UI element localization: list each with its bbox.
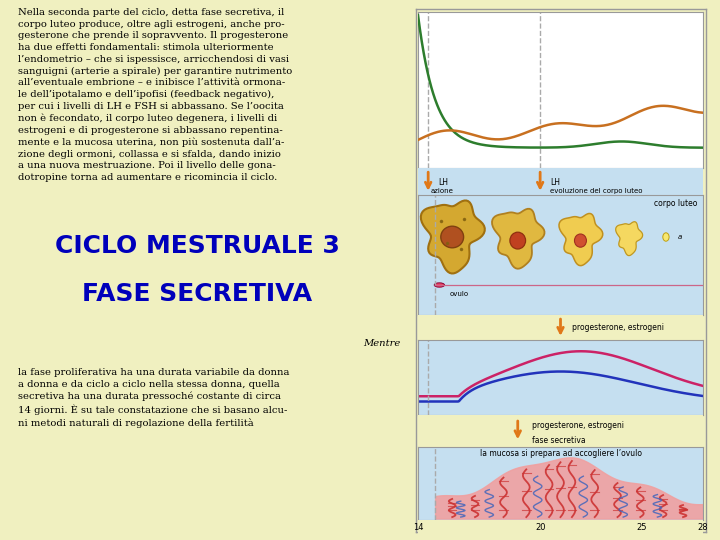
Text: azione: azione — [431, 187, 453, 194]
Text: progesterone, estrogeni: progesterone, estrogeni — [572, 323, 664, 332]
Ellipse shape — [441, 226, 464, 248]
Circle shape — [434, 283, 444, 287]
Polygon shape — [559, 213, 603, 266]
Text: a: a — [678, 234, 682, 240]
Text: LH: LH — [438, 178, 449, 187]
Text: Nella seconda parte del ciclo, detta fase secretiva, il
corpo luteo produce, olt: Nella seconda parte del ciclo, detta fas… — [18, 8, 292, 182]
Text: 20: 20 — [535, 523, 545, 532]
Text: evoluzione del corpo luteo: evoluzione del corpo luteo — [550, 187, 643, 194]
Ellipse shape — [510, 232, 526, 249]
Text: ovulo: ovulo — [449, 291, 469, 297]
Text: progesterone, estrogeni: progesterone, estrogeni — [532, 421, 624, 430]
Text: CICLO MESTRUALE 3: CICLO MESTRUALE 3 — [55, 234, 339, 258]
Text: Mentre: Mentre — [363, 339, 400, 348]
Polygon shape — [616, 222, 643, 255]
Text: 14: 14 — [413, 523, 423, 532]
Ellipse shape — [575, 234, 586, 247]
Text: fase secretiva: fase secretiva — [532, 436, 585, 445]
Text: corpo luteo: corpo luteo — [654, 199, 697, 207]
Polygon shape — [420, 200, 485, 273]
Text: FASE SECRETIVA: FASE SECRETIVA — [82, 282, 312, 306]
Polygon shape — [492, 209, 544, 269]
Text: 25: 25 — [636, 523, 647, 532]
Ellipse shape — [663, 233, 669, 241]
Text: LH: LH — [550, 178, 560, 187]
Text: la mucosa si prepara ad accogliere l’ovulo: la mucosa si prepara ad accogliere l’ovu… — [480, 449, 642, 458]
Text: la fase proliferativa ha una durata variabile da donna
a donna e da ciclo a cicl: la fase proliferativa ha una durata vari… — [18, 368, 289, 428]
Text: 28: 28 — [698, 523, 708, 532]
